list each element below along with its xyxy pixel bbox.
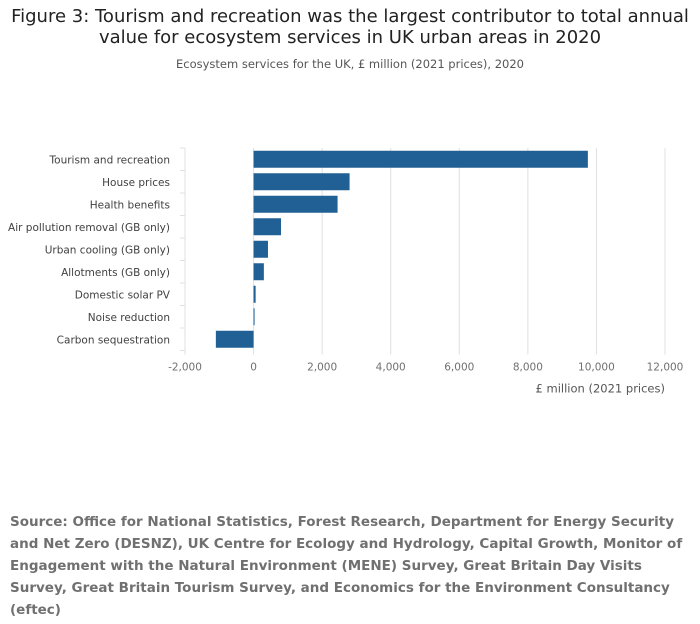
- bar: [253, 308, 255, 326]
- category-label: Urban cooling (GB only): [45, 244, 170, 256]
- chart-title-line-2: value for ecosystem services in UK urban…: [98, 27, 602, 48]
- x-tick-label: 10,000: [578, 362, 615, 374]
- chart-title-line-1: Figure 3: Tourism and recreation was the…: [11, 6, 689, 27]
- source-note: Source: Office for National Statistics, …: [10, 514, 683, 618]
- chart-subtitle: Ecosystem services for the UK, £ million…: [176, 57, 524, 71]
- bar: [215, 330, 254, 348]
- x-tick-label: 0: [250, 362, 257, 374]
- x-tick-label: 2,000: [307, 362, 337, 374]
- bar: [253, 195, 338, 213]
- bar: [253, 240, 268, 258]
- bar-chart: -2,000 0 2,000 4,000 6,000 8,000 10,000 12,000 T…: [8, 147, 684, 396]
- x-tick-label: 4,000: [376, 362, 406, 374]
- x-axis-title: £ million (2021 prices): [536, 382, 665, 396]
- category-label: Noise reduction: [88, 312, 170, 324]
- bar: [253, 263, 264, 281]
- x-tick-label: 6,000: [444, 362, 474, 374]
- category-label: Carbon sequestration: [57, 334, 170, 346]
- bar: [253, 218, 281, 236]
- x-tick-label: 8,000: [513, 362, 543, 374]
- x-tick-label: -2,000: [168, 362, 202, 374]
- category-label: Domestic solar PV: [75, 289, 171, 301]
- bar: [253, 150, 588, 168]
- chart-title: Figure 3: Tourism and recreation was the…: [0, 6, 700, 48]
- category-label: Tourism and recreation: [49, 154, 170, 166]
- bar: [253, 285, 256, 303]
- category-label: House prices: [102, 177, 170, 189]
- category-label: Air pollution removal (GB only): [8, 222, 170, 234]
- bar: [253, 173, 350, 191]
- category-label: Allotments (GB only): [61, 267, 170, 279]
- x-tick-label: 12,000: [647, 362, 684, 374]
- category-label: Health benefits: [90, 199, 170, 211]
